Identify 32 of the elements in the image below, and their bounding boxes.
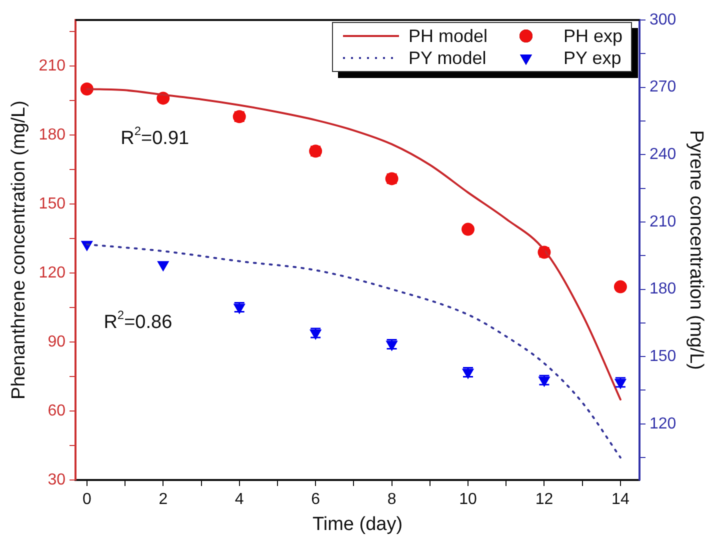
y2-tick-label: 120 xyxy=(650,415,676,432)
y-tick-label: 150 xyxy=(38,195,66,212)
y2-tick-label: 180 xyxy=(650,280,676,298)
legend-label: PH model xyxy=(408,26,488,46)
legend-label: PY model xyxy=(408,48,488,68)
y-tick-label: 210 xyxy=(38,57,66,74)
x-tick-label: 14 xyxy=(612,491,630,508)
point xyxy=(614,280,627,294)
y2-tick-label: 150 xyxy=(650,348,676,365)
y-tick-label: 120 xyxy=(38,264,66,282)
y2-tick-label: 300 xyxy=(650,11,676,28)
x-tick-label: 0 xyxy=(82,491,92,508)
x-tick-label: 2 xyxy=(158,491,168,508)
y-tick-label: 30 xyxy=(48,471,66,488)
y-tick-label: 90 xyxy=(48,333,66,350)
y2-tick-label: 240 xyxy=(650,146,676,164)
x-axis-title: Time (day) xyxy=(312,514,403,535)
x-tick-label: 10 xyxy=(459,491,478,508)
y2-tick-label: 210 xyxy=(650,213,676,230)
point xyxy=(157,261,169,272)
x-tick-label: 12 xyxy=(535,491,554,508)
legend-label: PH exp xyxy=(564,26,623,46)
point xyxy=(462,222,475,236)
x-tick-label: 8 xyxy=(387,491,396,508)
y-tick-label: 60 xyxy=(48,402,66,420)
x-tick-label: 6 xyxy=(311,491,320,508)
legend-label: PY exp xyxy=(564,48,622,68)
y-axis-title: Phenanthrene concentration (mg/L) xyxy=(8,100,30,400)
y2-axis-title: Pyrene concentration (mg/L) xyxy=(685,130,706,370)
x-tick-label: 4 xyxy=(234,491,244,508)
y-tick-label: 180 xyxy=(38,126,66,144)
y2-tick-label: 270 xyxy=(650,78,676,96)
